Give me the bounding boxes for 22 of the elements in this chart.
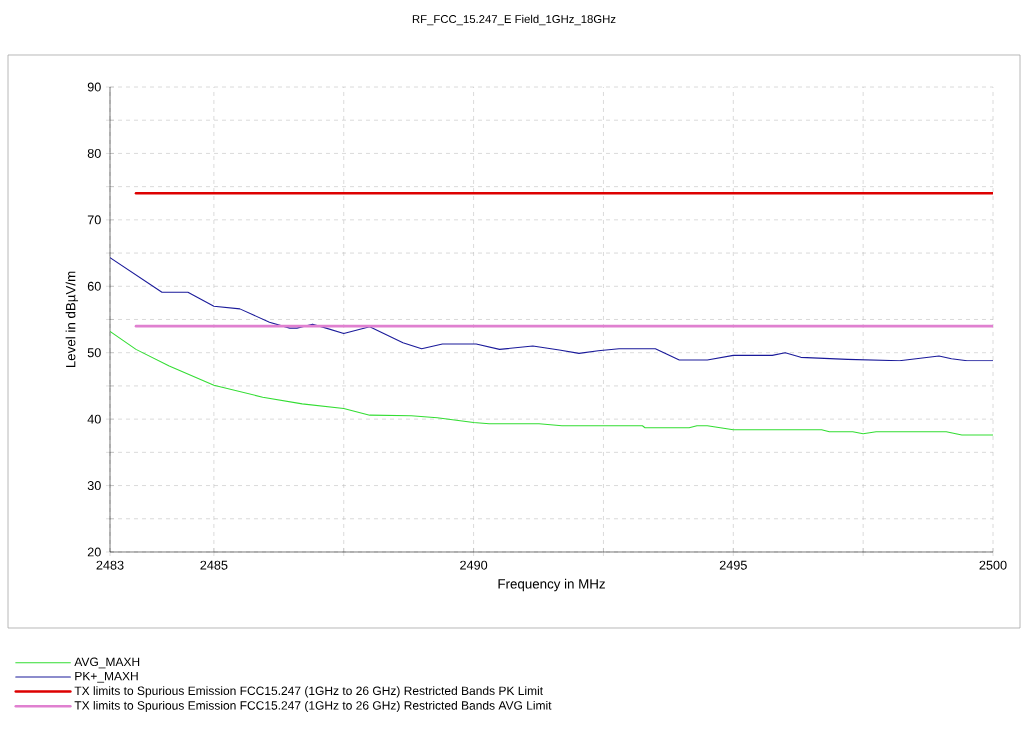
x-tick-label: 2490 [460, 560, 488, 570]
legend-label: TX limits to Spurious Emission FCC15.247 (1GHz to 26 GHz) Restricted Bands PK Limit [74, 686, 543, 698]
y-tick-label: 50 [87, 348, 101, 358]
y-axis-title: Level in dBµV/m [65, 271, 79, 368]
x-tick-label: 2500 [979, 560, 1007, 570]
x-tick-label: 2495 [719, 560, 747, 570]
y-tick-label: 70 [87, 215, 101, 225]
y-tick-label: 60 [87, 281, 101, 291]
legend-label: TX limits to Spurious Emission FCC15.247 (1GHz to 26 GHz) Restricted Bands AVG Limit [74, 700, 552, 713]
legend-label: AVG_MAXH [74, 657, 140, 669]
y-tick-label: 30 [87, 481, 101, 491]
x-axis-title: Frequency in MHz [498, 578, 605, 592]
line-series [110, 330, 993, 436]
x-tick-label: 2485 [200, 560, 228, 570]
x-tick-label: 2483 [96, 560, 124, 570]
chart-title: RF_FCC_15.247_E Field_1GHz_18GHz [412, 14, 616, 26]
line-series [110, 257, 993, 362]
y-tick-label: 80 [87, 148, 101, 158]
legend-label: PK+_MAXH [75, 671, 138, 683]
y-tick-label: 20 [87, 547, 101, 557]
y-tick-label: 90 [87, 82, 101, 92]
y-tick-label: 40 [87, 414, 101, 424]
